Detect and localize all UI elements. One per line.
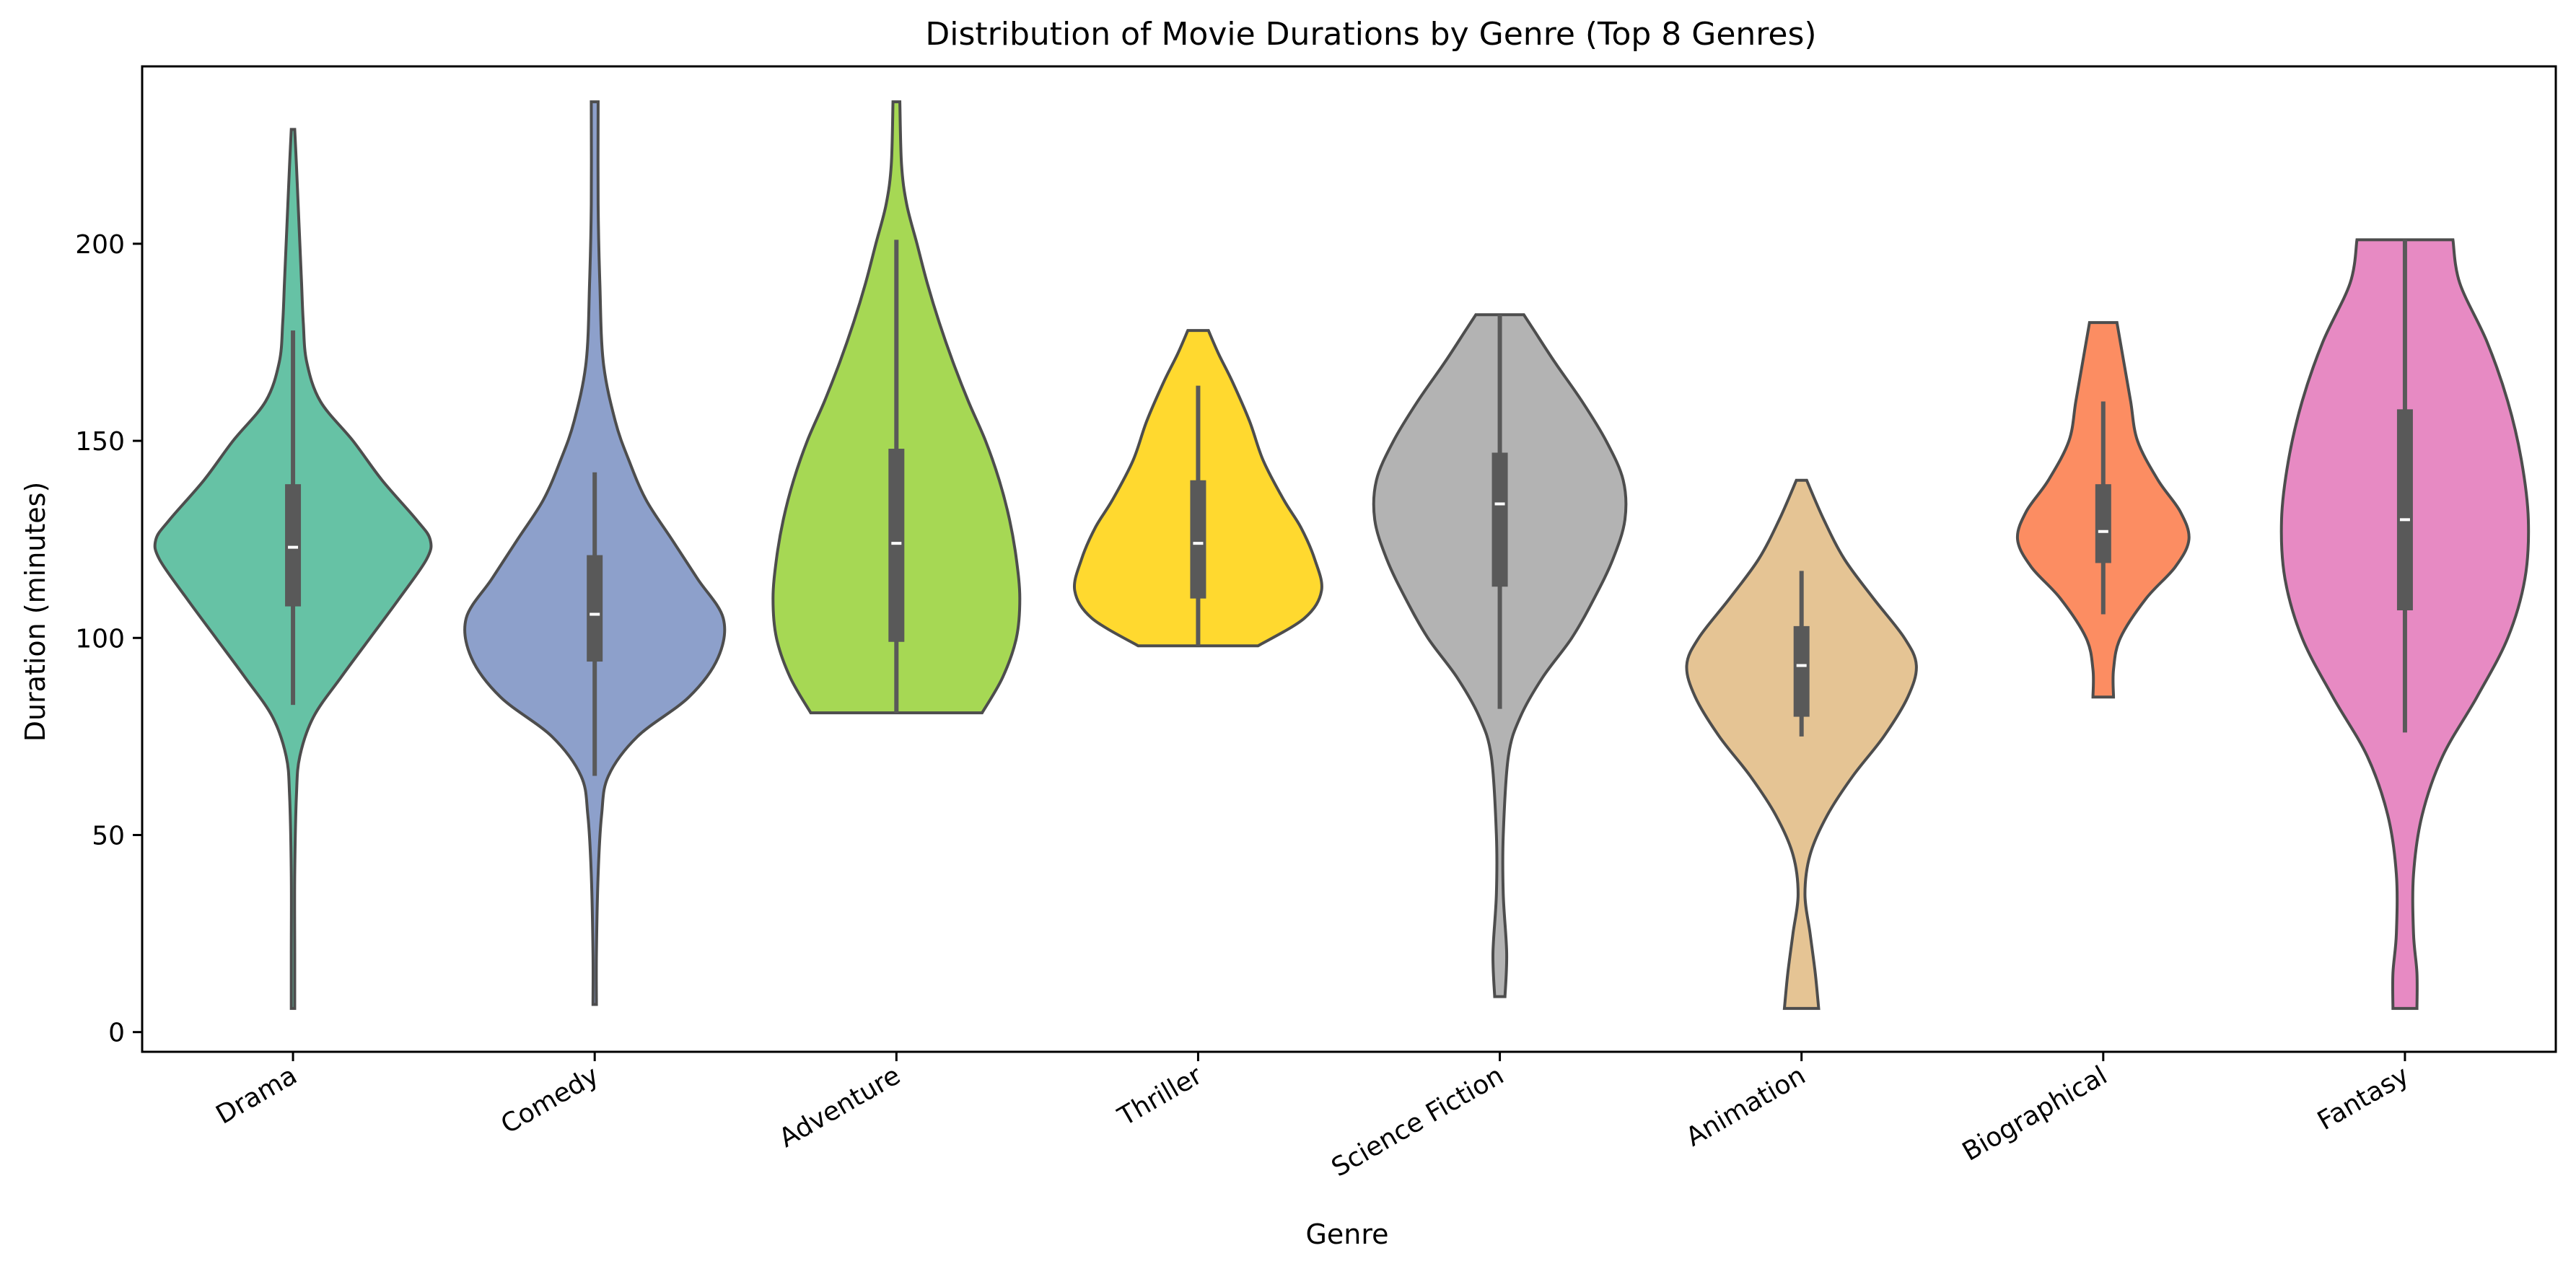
y-tick-label: 150 [75, 427, 125, 457]
axes: 0 50 100 150 200 Drama Comedy Adventure Thriller… [75, 65, 2557, 1183]
iqr-box [1793, 625, 1810, 717]
x-tick-label: Biographical [1958, 1060, 2112, 1167]
y-tick-label: 100 [75, 624, 125, 654]
y-tick-label: 0 [108, 1019, 125, 1048]
x-tick-label: Animation [1681, 1060, 1810, 1152]
plot-area [153, 100, 2531, 1010]
iqr-box [1190, 480, 1206, 599]
violin-drama [153, 128, 433, 1010]
violin-thriller [1072, 329, 1323, 648]
plot-frame [141, 65, 2557, 1053]
x-tick-label: Science Fiction [1327, 1060, 1509, 1182]
x-axis-label: Genre [1305, 1218, 1388, 1250]
y-tick-label: 50 [92, 821, 125, 851]
violin-body [1685, 478, 1918, 1010]
violin-fantasy [2279, 238, 2531, 1010]
x-tick-label: Thriller [1113, 1060, 1207, 1132]
x-tick-label: Adventure [774, 1060, 906, 1154]
violin-adventure [771, 100, 1022, 715]
chart-title: Distribution of Movie Durations by Genre… [925, 16, 1816, 53]
x-tick-label: Comedy [496, 1060, 604, 1140]
x-tick-label: Drama [211, 1060, 302, 1130]
iqr-box [1491, 452, 1508, 587]
iqr-box [2095, 484, 2111, 563]
violin-science-fiction [1372, 313, 1628, 998]
iqr-box [285, 484, 302, 607]
iqr-box [2396, 409, 2413, 611]
iqr-box [587, 555, 603, 662]
x-tick-label: Fantasy [2313, 1060, 2414, 1136]
y-axis-label: Duration (minutes) [19, 482, 51, 742]
iqr-box [888, 449, 905, 642]
violin-comedy [463, 100, 727, 1006]
violin-biographical [2015, 321, 2191, 699]
violin-animation [1685, 478, 1918, 1010]
y-tick-label: 200 [75, 230, 125, 260]
